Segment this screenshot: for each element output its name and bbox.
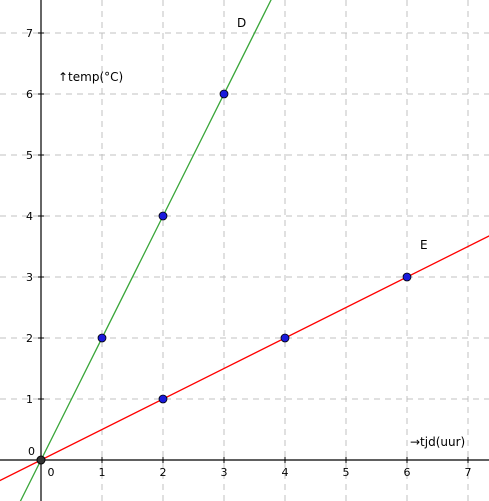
x-axis-title: →tjd(uur) bbox=[410, 435, 465, 449]
x-tick-label: 1 bbox=[99, 466, 106, 479]
y-tick-label: 7 bbox=[26, 27, 33, 40]
data-points bbox=[36, 89, 412, 465]
y-tick-label: 6 bbox=[26, 88, 33, 101]
chart-labels: ↑temp(°C) →tjd(uur) 0 D E bbox=[28, 16, 465, 458]
data-point-d bbox=[158, 211, 168, 221]
y-tick-label: 3 bbox=[26, 271, 33, 284]
x-tick-label: 4 bbox=[282, 466, 289, 479]
x-tick-label: 6 bbox=[404, 466, 411, 479]
origin-label: 0 bbox=[28, 445, 35, 458]
x-tick-label: 7 bbox=[465, 466, 472, 479]
series-label-d: D bbox=[237, 16, 246, 30]
y-tick-label: 1 bbox=[26, 393, 33, 406]
data-point-e bbox=[158, 394, 168, 404]
series-line-d bbox=[19, 0, 272, 501]
series-line-e bbox=[0, 235, 489, 482]
origin-point bbox=[36, 455, 46, 465]
x-tick-label: 0 bbox=[48, 466, 55, 479]
x-tick-label: 3 bbox=[221, 466, 228, 479]
y-tick-label: 2 bbox=[26, 332, 33, 345]
x-tick-label: 2 bbox=[160, 466, 167, 479]
y-axis-title: ↑temp(°C) bbox=[58, 70, 123, 84]
y-tick-label: 4 bbox=[26, 210, 33, 223]
data-point-e bbox=[280, 333, 290, 343]
y-tick-label: 5 bbox=[26, 149, 33, 162]
data-point-e bbox=[402, 272, 412, 282]
series-label-e: E bbox=[420, 238, 428, 252]
x-tick-label: 5 bbox=[343, 466, 350, 479]
data-point-d bbox=[219, 89, 229, 99]
data-point-d bbox=[97, 333, 107, 343]
